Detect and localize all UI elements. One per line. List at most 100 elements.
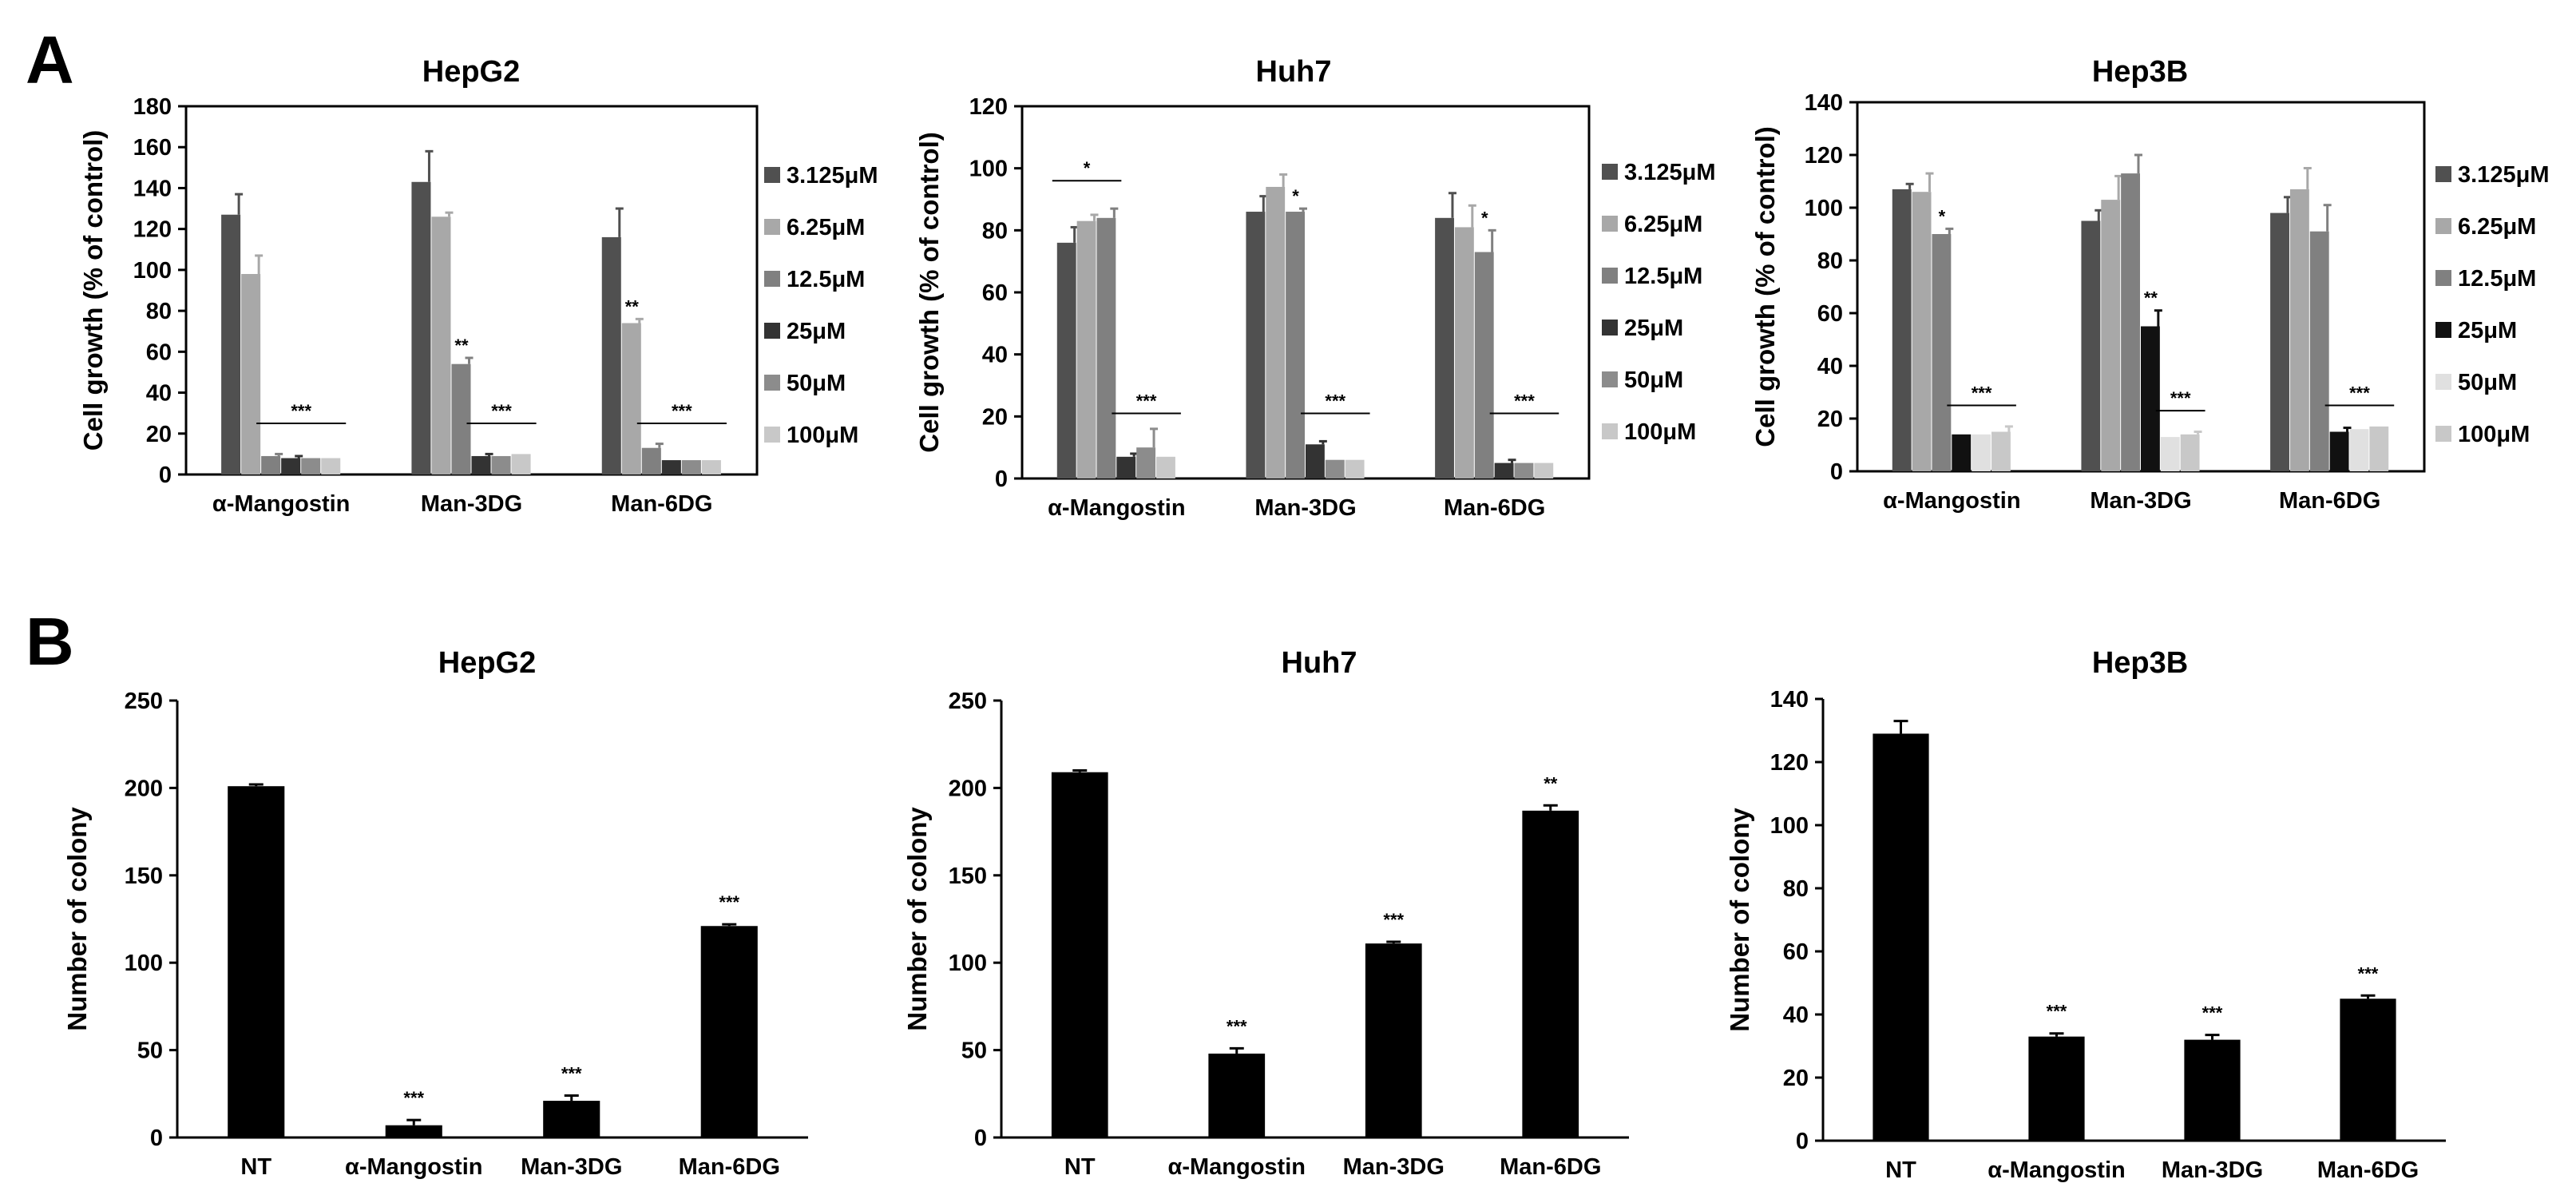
chart-title: HepG2 <box>438 646 536 680</box>
bar <box>1522 810 1579 1137</box>
x-category-label: α-Mangostin <box>345 1154 482 1180</box>
y-tick-label: 40 <box>982 343 1008 368</box>
significance-label: *** <box>2349 383 2370 403</box>
panel-label-a: A <box>26 22 74 97</box>
legend-swatch <box>2435 218 2451 234</box>
bar <box>1286 212 1305 478</box>
significance-label: ** <box>625 296 640 316</box>
legend-swatch <box>2435 374 2451 390</box>
y-tick-label: 80 <box>146 299 172 324</box>
y-tick-label: 20 <box>982 404 1008 430</box>
y-tick-label: 100 <box>969 157 1008 182</box>
chart-a-hep3b: Hep3B 0 20 40 60 80 100 120 140 Cell growth (% of… <box>1750 55 2549 514</box>
y-tick-label: 60 <box>1817 301 1843 327</box>
legend-label: 3.125μM <box>787 163 878 189</box>
y-tick-label: 60 <box>146 339 172 365</box>
panel-label-b: B <box>26 604 74 679</box>
bar <box>1136 447 1156 478</box>
bar <box>1156 456 1175 478</box>
significance-label: *** <box>1136 391 1157 411</box>
significance-label: ** <box>454 335 469 355</box>
x-category-label: Man-3DG <box>521 1154 622 1180</box>
bar <box>2184 1039 2241 1141</box>
bar <box>2369 426 2389 471</box>
bar <box>471 455 491 474</box>
y-tick-label: 0 <box>995 467 1008 492</box>
significance-label: *** <box>1325 391 1345 411</box>
y-tick-label: 100 <box>1805 196 1843 221</box>
bar <box>701 460 721 474</box>
bar <box>1325 459 1345 478</box>
x-category-label: Man-3DG <box>2162 1157 2263 1183</box>
y-tick-label: 100 <box>125 951 163 976</box>
significance-label: *** <box>1514 391 1535 411</box>
bar <box>2340 999 2396 1141</box>
bar <box>511 454 531 474</box>
bar <box>1534 463 1554 478</box>
significance-label: * <box>1292 186 1299 206</box>
legend-swatch <box>1602 371 1618 387</box>
bar <box>1266 186 1286 478</box>
chart-a-hepg2: HepG2 0 20 40 60 80 100 120 140 160 180 Cell growth… <box>78 55 878 517</box>
bar <box>385 1125 442 1137</box>
x-category-label: α-Mangostin <box>212 491 350 517</box>
chart-b-huh7: Huh7 0 50 100 150 200 250 Number of colony NT α-M… <box>902 646 1629 1180</box>
y-tick-label: 0 <box>974 1126 987 1151</box>
y-axis-label: Number of colony <box>62 807 92 1031</box>
y-tick-label: 80 <box>1783 876 1809 902</box>
legend-swatch <box>764 219 780 235</box>
bar <box>700 926 758 1137</box>
legend-swatch <box>2435 166 2451 182</box>
bar <box>1474 252 1494 478</box>
legend-label: 3.125μM <box>2458 162 2549 188</box>
significance-label: *** <box>291 401 311 421</box>
x-category-label: NT <box>1064 1154 1096 1180</box>
x-category-label: Man-3DG <box>421 491 522 517</box>
bar <box>1306 444 1325 478</box>
legend-swatch <box>764 375 780 391</box>
bar <box>1116 456 1136 478</box>
x-category-label: Man-6DG <box>611 491 712 517</box>
bar <box>2329 431 2349 471</box>
bar <box>491 455 511 474</box>
legend-label: 3.125μM <box>1624 160 1715 185</box>
legend-swatch <box>1602 164 1618 180</box>
significance-label: ** <box>2144 288 2158 308</box>
legend-swatch <box>1602 268 1618 284</box>
bar <box>1873 733 1929 1141</box>
bar <box>261 455 281 474</box>
legend-swatch <box>2435 270 2451 286</box>
significance-label: *** <box>672 401 692 421</box>
y-tick-label: 80 <box>1817 248 1843 274</box>
y-tick-label: 100 <box>1770 813 1809 839</box>
bar <box>2028 1036 2085 1141</box>
chart-title: Hep3B <box>2092 646 2188 680</box>
chart-title: Hep3B <box>2092 55 2188 89</box>
bar <box>661 460 681 474</box>
bar <box>1365 943 1422 1137</box>
bar <box>2160 437 2180 471</box>
bar <box>1932 234 1952 471</box>
x-category-label: Man-6DG <box>679 1154 780 1180</box>
legend-label: 12.5μM <box>2458 266 2536 292</box>
legend-label: 100μM <box>787 423 858 448</box>
bar <box>2081 220 2101 471</box>
y-tick-label: 40 <box>1783 1002 1809 1028</box>
bar <box>1972 434 1991 471</box>
bar <box>221 214 241 474</box>
charts-container: HepG2 0 20 40 60 80 100 120 140 160 180 Cell growth… <box>62 55 2549 1183</box>
y-tick-label: 50 <box>961 1038 987 1064</box>
y-tick-label: 0 <box>1796 1129 1809 1154</box>
legend-swatch <box>764 427 780 443</box>
bar <box>1056 242 1076 478</box>
bar <box>411 181 431 474</box>
legend-swatch <box>1602 423 1618 439</box>
y-tick-label: 150 <box>949 864 987 889</box>
x-category-label: α-Mangostin <box>1048 495 1185 521</box>
chart-title: Huh7 <box>1282 646 1357 680</box>
chart-a-huh7: Huh7 0 20 40 60 80 100 120 Cell growth (% of con… <box>914 55 1715 521</box>
chart-title: Huh7 <box>1256 55 1332 89</box>
significance-label: *** <box>719 892 739 912</box>
significance-label: * <box>1939 206 1946 226</box>
bar <box>228 786 285 1137</box>
